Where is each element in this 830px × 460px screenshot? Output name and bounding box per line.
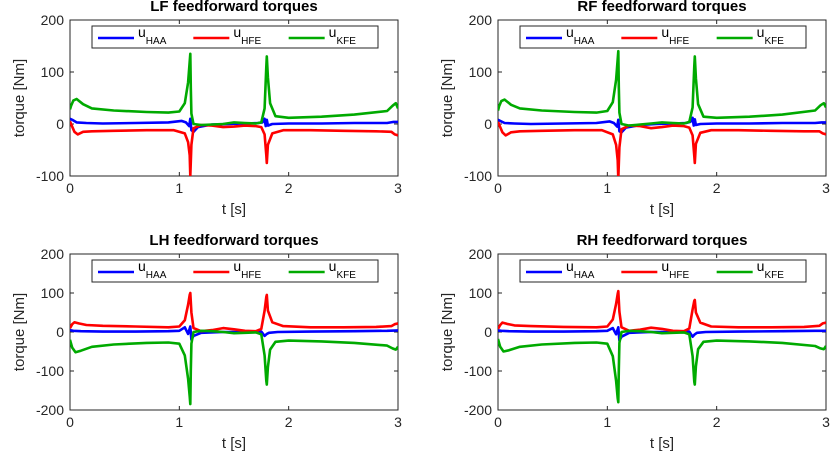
rf-legend-box (519, 25, 807, 49)
rh-legend-sub-kfe: KFE (764, 270, 784, 281)
rf-xtick-label: 2 (713, 180, 721, 196)
rh-legend-box (519, 259, 807, 283)
lh-legend-sub-kfe: KFE (336, 270, 356, 281)
lh-series-hfe (70, 291, 398, 333)
lh-ylabel: torque [Nm] (11, 293, 28, 371)
rf-series-hfe (498, 121, 826, 176)
lf-ytick-label: -100 (36, 168, 64, 184)
rf-xlabel: t [s] (650, 201, 674, 218)
lh-series-kfe (70, 329, 398, 406)
rh-ytick-label: -200 (464, 402, 492, 418)
rf-xtick-label: 1 (603, 180, 611, 196)
rh-series-kfe (498, 329, 826, 404)
lf-legend-box (91, 25, 379, 49)
lh-xtick-label: 1 (175, 414, 183, 430)
rh-ytick-label: -100 (464, 363, 492, 379)
rh-ylabel: torque [Nm] (439, 293, 456, 371)
lh-series-group (70, 291, 398, 406)
lh-series-haa (70, 325, 398, 342)
lf-series-kfe (70, 52, 398, 127)
rh-legend-sub-haa: HAA (574, 270, 595, 281)
lh-title: LH feedforward torques (149, 232, 318, 249)
lf-ytick-label: 200 (41, 12, 65, 28)
rh-legend-sub-hfe: HFE (669, 270, 689, 281)
lh-legend-box (91, 259, 379, 283)
lf-axes-box (69, 19, 399, 177)
rh-series-hfe (498, 289, 826, 333)
rh-title: RH feedforward torques (577, 232, 748, 249)
lh-ytick-label: 100 (41, 285, 65, 301)
rh-xtick-label: 2 (713, 414, 721, 430)
rh-ytick-label: 0 (484, 324, 492, 340)
rf-ytick-label: 0 (484, 116, 492, 132)
rf-axes-box (497, 19, 827, 177)
lf-series-group (70, 52, 398, 176)
rf-legend-sub-kfe: KFE (764, 36, 784, 47)
lf-legend-sub-kfe: KFE (336, 36, 356, 47)
lf-legend-sub-hfe: HFE (241, 36, 261, 47)
lf-ytick-label: 100 (41, 64, 65, 80)
rh-xtick-label: 0 (494, 414, 502, 430)
lf-title: LF feedforward torques (150, 0, 318, 15)
lh-ytick-label: -200 (36, 402, 64, 418)
lh-ytick-label: 0 (56, 324, 64, 340)
lf-xtick-label: 2 (285, 180, 293, 196)
lh-ytick-label: -100 (36, 363, 64, 379)
rh-ytick-label: 200 (469, 246, 493, 262)
lh-legend-sub-haa: HAA (146, 270, 167, 281)
rf-ytick-label: -100 (464, 168, 492, 184)
lf-xlabel: t [s] (222, 201, 246, 218)
lh-xtick-label: 3 (394, 414, 402, 430)
rf-xtick-label: 0 (494, 180, 502, 196)
rh-xtick-label: 3 (822, 414, 830, 430)
lf-ylabel: torque [Nm] (11, 59, 28, 137)
lf-xtick-label: 1 (175, 180, 183, 196)
rf-ylabel: torque [Nm] (439, 59, 456, 137)
lf-xtick-label: 0 (66, 180, 74, 196)
rh-series-haa (498, 326, 826, 342)
lh-legend-sub-hfe: HFE (241, 270, 261, 281)
rh-xtick-label: 1 (603, 414, 611, 430)
rf-series-kfe (498, 49, 826, 127)
rf-series-group (498, 49, 826, 176)
lf-ytick-label: 0 (56, 116, 64, 132)
lh-panel: LH feedforward torques 0 1 2 3 -200 -100 0 100 20… (11, 232, 402, 452)
rh-ytick-label: 100 (469, 285, 493, 301)
lf-series-hfe (70, 120, 398, 176)
rf-ytick-label: 100 (469, 64, 493, 80)
rh-panel: RH feedforward torques 0 1 2 3 -200 -100 0 100 20… (439, 232, 830, 452)
lh-xtick-label: 0 (66, 414, 74, 430)
rh-xlabel: t [s] (650, 435, 674, 452)
rf-title: RF feedforward torques (577, 0, 746, 15)
rf-ytick-label: 200 (469, 12, 493, 28)
lf-xtick-label: 3 (394, 180, 402, 196)
rh-series-group (498, 289, 826, 404)
lh-ytick-label: 200 (41, 246, 65, 262)
lf-legend-sub-haa: HAA (146, 36, 167, 47)
rf-xtick-label: 3 (822, 180, 830, 196)
rf-legend-sub-haa: HAA (574, 36, 595, 47)
lh-xlabel: t [s] (222, 435, 246, 452)
lh-xtick-label: 2 (285, 414, 293, 430)
rf-legend-sub-hfe: HFE (669, 36, 689, 47)
